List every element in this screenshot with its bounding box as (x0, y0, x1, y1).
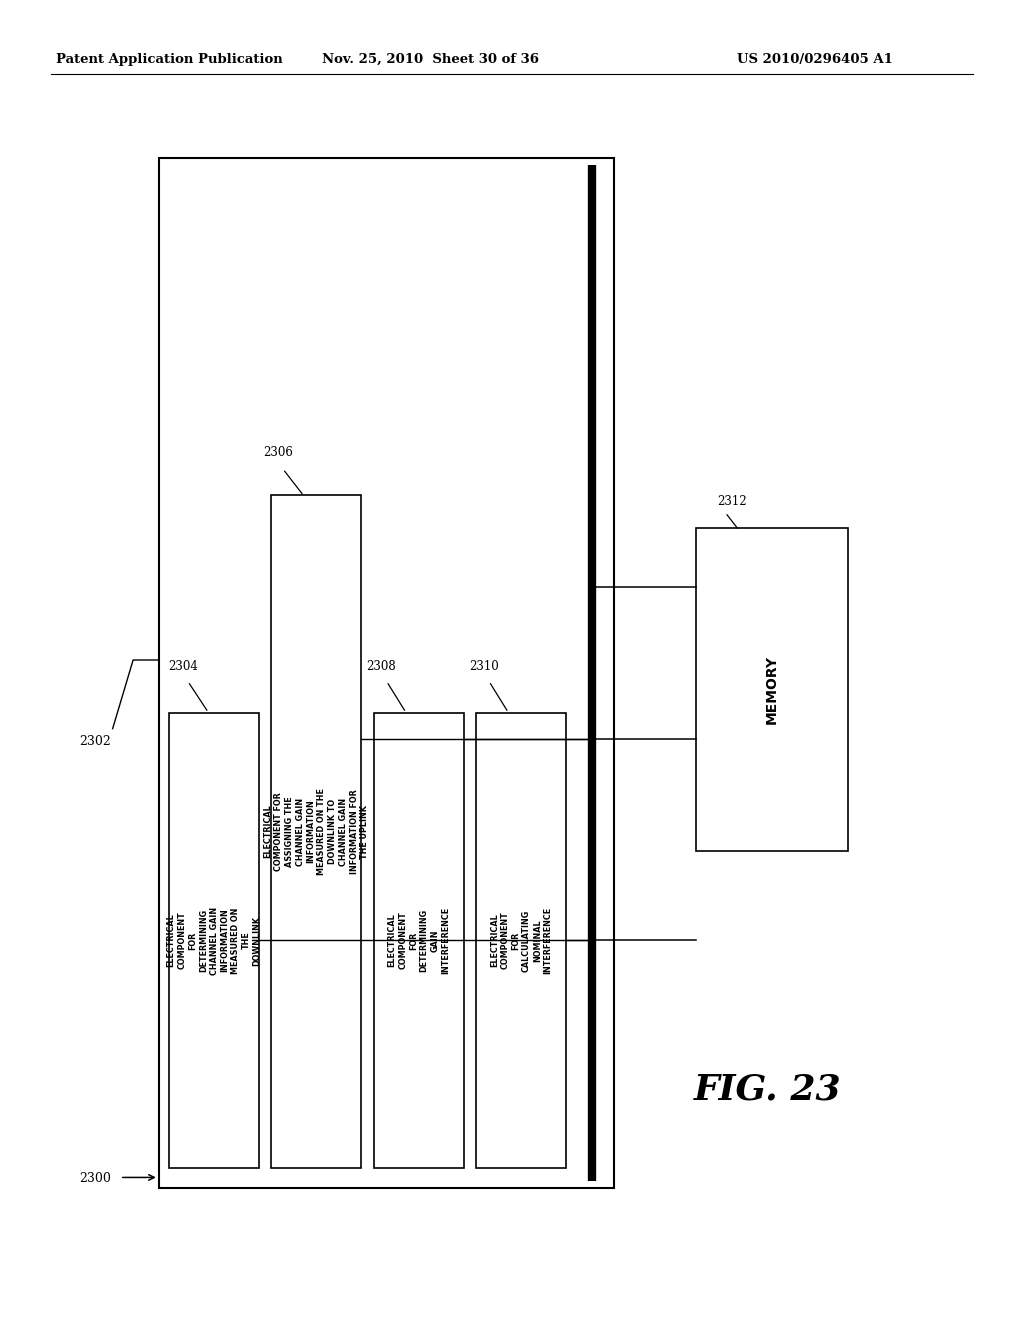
Bar (169, 713, 259, 1168)
Text: ELECTRICAL
COMPONENT
FOR
CALCULATING
NOMINAL
INTERFERENCE: ELECTRICAL COMPONENT FOR CALCULATING NOM… (489, 907, 553, 974)
Text: ELECTRICAL
COMPONENT FOR
ASSIGNING THE
CHANNEL GAIN
INFORMATION
MEASURED ON THE
: ELECTRICAL COMPONENT FOR ASSIGNING THE C… (263, 788, 370, 875)
Text: MEMORY: MEMORY (765, 655, 779, 725)
Text: 2312: 2312 (717, 495, 746, 508)
Text: 2306: 2306 (263, 446, 293, 459)
Text: Nov. 25, 2010  Sheet 30 of 36: Nov. 25, 2010 Sheet 30 of 36 (322, 53, 539, 66)
Bar (696, 528, 848, 851)
Text: FIG. 23: FIG. 23 (694, 1072, 842, 1106)
Text: 2308: 2308 (367, 660, 396, 673)
Bar (476, 713, 566, 1168)
Bar (374, 713, 464, 1168)
Text: 2300: 2300 (79, 1172, 112, 1185)
Text: US 2010/0296405 A1: US 2010/0296405 A1 (737, 53, 893, 66)
Bar (159, 158, 614, 1188)
Text: Patent Application Publication: Patent Application Publication (56, 53, 283, 66)
Text: ELECTRICAL
COMPONENT
FOR
DETERMINING
GAIN
INTERFERENCE: ELECTRICAL COMPONENT FOR DETERMINING GAI… (387, 907, 451, 974)
Bar (271, 495, 361, 1168)
Text: ELECTRICAL
COMPONENT
FOR
DETERMINING
CHANNEL GAIN
INFORMATION
MEASURED ON
THE
DO: ELECTRICAL COMPONENT FOR DETERMINING CHA… (167, 907, 261, 974)
Text: 2310: 2310 (469, 660, 499, 673)
Text: 2304: 2304 (168, 660, 198, 673)
Text: 2302: 2302 (79, 735, 111, 748)
